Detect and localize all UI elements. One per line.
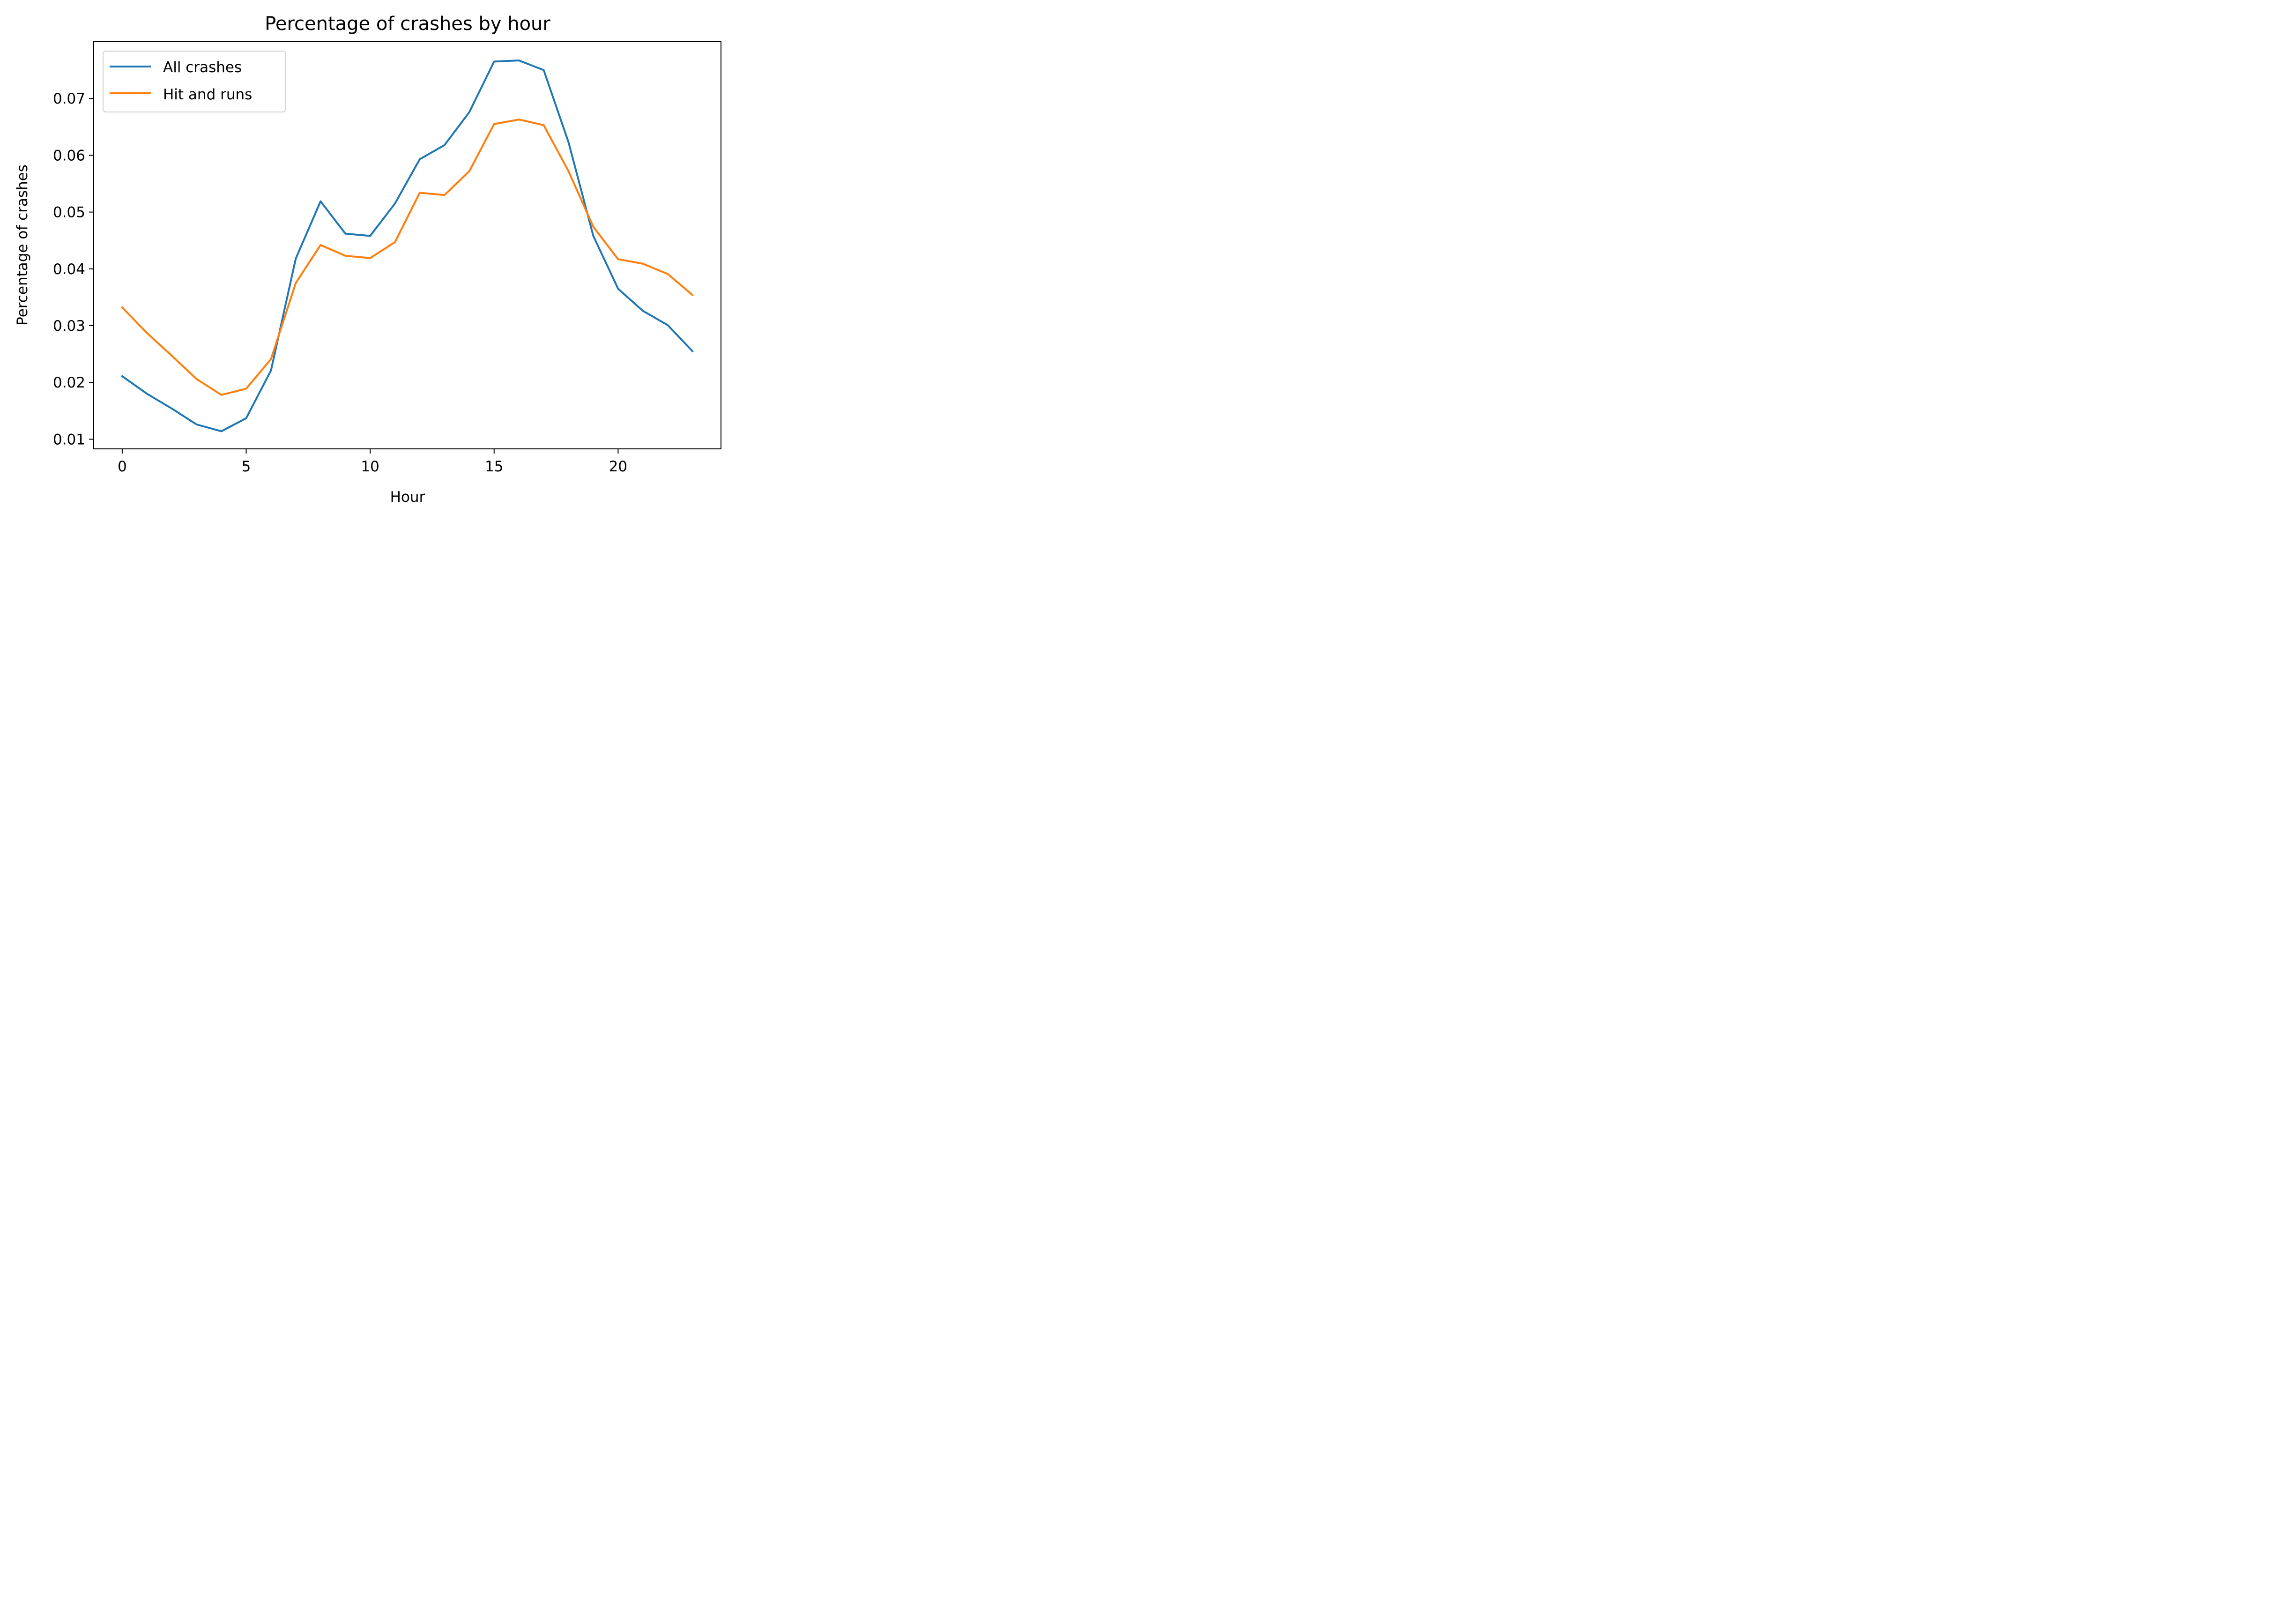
x-tick-label: 5 <box>242 458 251 475</box>
x-axis-label: Hour <box>390 489 425 506</box>
series-line-hit-and-runs <box>121 119 694 396</box>
line-chart: Percentage of crashes by hour 0 5 10 15 20 0… <box>0 0 735 520</box>
plot-area-frame <box>93 41 721 449</box>
legend-label-hit-and-runs: Hit and runs <box>163 86 252 103</box>
y-tick-label: 0.01 <box>53 431 85 448</box>
y-tick-label: 0.04 <box>53 261 85 278</box>
y-tick-label: 0.07 <box>53 90 85 107</box>
x-tick-label: 15 <box>485 458 503 475</box>
x-tick-label: 0 <box>118 458 127 475</box>
x-axis: 0 5 10 15 20 <box>118 449 627 475</box>
y-tick-label: 0.05 <box>53 204 85 221</box>
legend-label-all-crashes: All crashes <box>163 59 242 76</box>
legend: All crashes Hit and runs <box>103 51 286 112</box>
y-axis-label: Percentage of crashes <box>14 164 31 326</box>
x-tick-label: 10 <box>361 458 379 475</box>
y-axis: 0.01 0.02 0.03 0.04 0.05 0.06 0.07 <box>53 90 94 448</box>
chart-figure: Percentage of crashes by hour 0 5 10 15 20 0… <box>0 0 735 520</box>
y-tick-label: 0.06 <box>53 147 85 164</box>
series-line-all-crashes <box>121 60 694 432</box>
chart-title: Percentage of crashes by hour <box>265 13 550 35</box>
y-tick-label: 0.03 <box>53 318 85 335</box>
x-tick-label: 20 <box>609 458 627 475</box>
y-tick-label: 0.02 <box>53 374 85 391</box>
